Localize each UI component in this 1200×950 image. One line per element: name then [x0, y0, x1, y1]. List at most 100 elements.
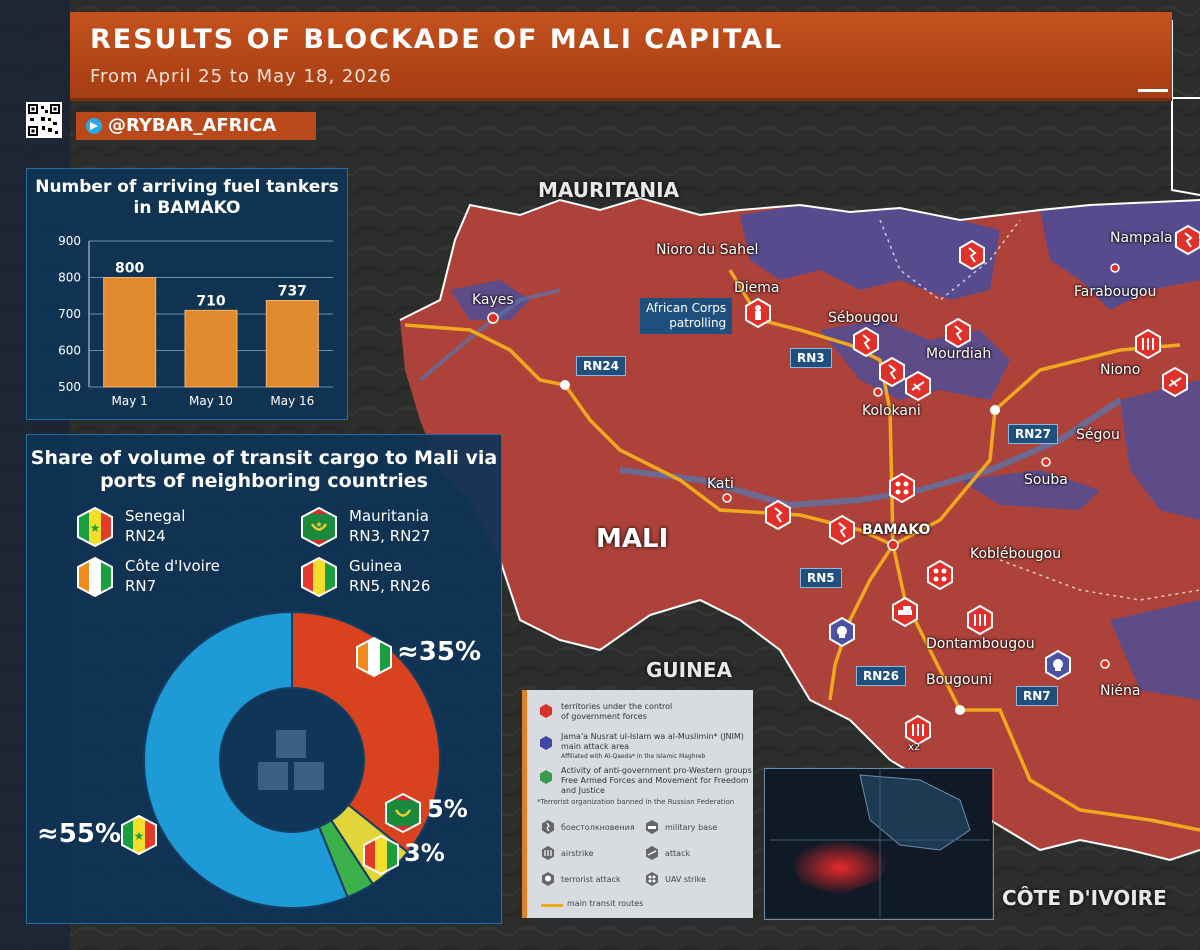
city-label-kayes: Kayes — [472, 292, 514, 308]
mauritania-slice-flag-icon — [385, 793, 421, 833]
map-legend: territories under the control of governm… — [522, 690, 753, 918]
bar — [184, 309, 238, 388]
legend-uav-label: UAV strike — [665, 875, 706, 884]
country-label-mali: MALI — [596, 524, 669, 554]
antigov-legend-icon — [540, 770, 552, 784]
legend-terror-label: terrorist attack — [561, 875, 621, 884]
road-label-rn27: RN27 — [1008, 424, 1058, 444]
bar — [103, 277, 157, 388]
svg-text:★: ★ — [315, 520, 322, 529]
road-label-rn26: RN26 — [856, 666, 906, 686]
city-label-niena: Niéna — [1100, 683, 1141, 699]
legend-jnim-line2: main attack area — [561, 742, 630, 751]
pct-label-guinea: 3% — [404, 839, 445, 867]
legend-antigov-line1: Activity of anti-government pro-Western … — [561, 766, 752, 775]
donut-slice — [143, 610, 349, 909]
legend-routes-mauritania: RN3, RN27 — [349, 527, 431, 545]
page-subtitle: From April 25 to May 18, 2026 — [90, 66, 392, 87]
country-label-cote-divoire: CÔTE D'IVOIRE — [1002, 886, 1167, 910]
fuel-tankers-bar-chart: 500 600 700 800 900 800 May 1 710 May 10 737 May 1… — [58, 234, 333, 408]
country-label-guinea: GUINEA — [646, 658, 732, 682]
guinea-border — [499, 559, 851, 721]
legend-country-mauritania: Mauritania — [349, 507, 429, 525]
legend-footnote: *Terrorist organization banned in the Ru… — [537, 798, 735, 806]
road-label-rn3: RN3 — [790, 348, 832, 368]
senegal-slice-flag-icon: ★ — [121, 815, 157, 855]
bar-value-label: 737 — [278, 283, 307, 299]
city-label-farabougou: Farabougou — [1074, 284, 1157, 300]
pie-chart-title: Share of volume of transit cargo to Mali… — [30, 447, 498, 492]
legend-jnim: Jama'a Nusrat ul-Islam wa al-Muslimin* (… — [561, 732, 767, 762]
route-legend-icon — [541, 904, 563, 907]
header-banner: RESULTS OF BLOCKADE OF MALI CAPITAL From… — [70, 12, 1172, 101]
pct-label-senegal: ≈55% — [37, 819, 122, 849]
legend-antigov: Activity of anti-government pro-Western … — [561, 766, 767, 796]
clash-legend-icon — [542, 820, 554, 834]
city-label-nioro: Nioro du Sahel — [656, 242, 759, 258]
y-tick-label: 500 — [58, 380, 81, 394]
city-label-koblebougou: Koblébougou — [970, 546, 1062, 562]
senegal-flag-icon: ★ — [77, 507, 113, 547]
legend-government-line2: of government forces — [561, 712, 647, 721]
pct-label-cote-divoire: ≈35% — [397, 637, 482, 667]
terrorist-attack-legend-icon — [542, 872, 554, 886]
legend-routes-guinea: RN5, RN26 — [349, 577, 431, 595]
legend-routes-label: main transit routes — [567, 899, 644, 908]
telegram-handle-bar[interactable]: @RYBAR_AFRICA — [76, 112, 316, 140]
svg-text:★: ★ — [134, 829, 145, 843]
locator-inset-map — [764, 768, 994, 920]
african-corps-callout: African Corps patrolling — [640, 298, 733, 334]
legend-clash-label: боестолкновения — [561, 823, 635, 832]
bar-value-label: 800 — [115, 261, 144, 277]
y-tick-label: 900 — [58, 234, 81, 248]
city-label-mourdiah: Mourdiah — [926, 346, 992, 362]
city-label-kati: Kati — [707, 476, 734, 492]
bar — [265, 299, 319, 388]
legend-antigov-line2: Free Armed Forces and Movement for Freed… — [561, 776, 749, 785]
transit-cargo-panel: Share of volume of transit cargo to Mali… — [26, 434, 502, 924]
jnim-area-north — [740, 205, 1000, 300]
x-tick-label: May 1 — [112, 394, 148, 408]
mali-border — [399, 196, 1200, 321]
fuel-tankers-chart-panel: Number of arriving fuel tankers in BAMAK… — [26, 168, 348, 420]
x-tick-label: May 10 — [189, 394, 233, 408]
jnim-area-northeast — [1040, 200, 1200, 310]
senegal-river — [418, 288, 561, 382]
strike-count-label: x2 — [908, 742, 921, 753]
cote-divoire-flag-icon — [77, 557, 113, 597]
y-tick-label: 700 — [58, 307, 81, 321]
city-label-diema: Diema — [734, 280, 780, 296]
telegram-icon — [86, 118, 102, 134]
airstrike-legend-icon — [542, 846, 554, 860]
city-label-sebougou: Sébougou — [828, 310, 899, 326]
qr-code-icon[interactable] — [26, 102, 62, 138]
city-label-bougouni: Bougouni — [926, 672, 993, 688]
legend-attack-label: attack — [665, 849, 691, 858]
pct-label-mauritania: 5% — [427, 795, 468, 823]
jnim-area-south — [1110, 600, 1200, 700]
legend-government-line1: territories under the control — [561, 702, 673, 711]
legend-government: territories under the control of governm… — [561, 702, 767, 722]
city-label-segou: Ségou — [1076, 427, 1120, 443]
legend-routes-cote-divoire: RN7 — [125, 577, 157, 595]
jnim-area-segou — [960, 470, 1100, 510]
legend-jnim-line3: Affiliated with Al-Qaeda* in the Islamic… — [561, 753, 706, 760]
mauritania-flag-icon: ★ — [301, 507, 337, 547]
city-label-niono: Niono — [1100, 362, 1141, 378]
road-label-rn5: RN5 — [800, 568, 842, 588]
svg-text:★: ★ — [90, 521, 101, 535]
attack-legend-icon — [646, 846, 658, 860]
legend-country-cote-divoire: Côte d'Ivoire — [125, 557, 220, 575]
city-label-dontambougou: Dontambougou — [926, 636, 1035, 652]
government-legend-icon — [540, 704, 552, 718]
uav-strike-legend-icon — [646, 872, 658, 886]
header-decoration — [1138, 89, 1168, 92]
y-tick-label: 800 — [58, 271, 81, 285]
bar-chart-title: Number of arriving fuel tankers in BAMAK… — [35, 177, 339, 218]
city-label-souba: Souba — [1024, 472, 1068, 488]
callout-line-2: patrolling — [669, 316, 727, 330]
bar-value-label: 710 — [196, 293, 225, 309]
jnim-legend-icon — [540, 736, 552, 750]
road-label-rn24: RN24 — [576, 356, 626, 376]
